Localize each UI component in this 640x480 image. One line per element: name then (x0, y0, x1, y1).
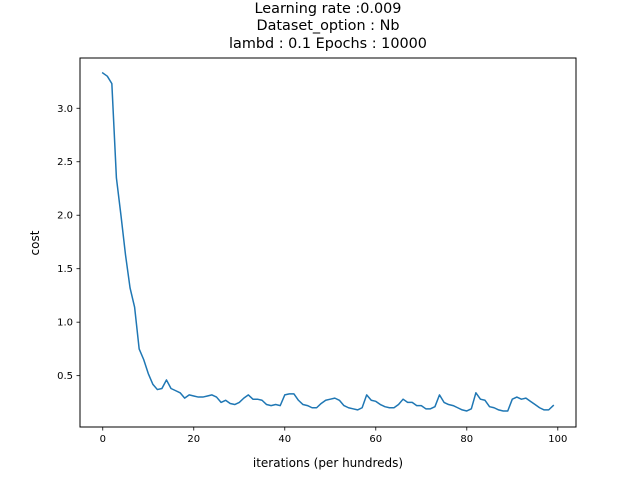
y-tick-label: 0.5 (57, 371, 73, 382)
y-axis: 0.5 1.0 1.5 2.0 2.5 3.0 (57, 104, 80, 382)
y-tick-label: 1.5 (57, 264, 73, 275)
x-tick-label: 80 (460, 434, 473, 445)
x-tick-label: 20 (187, 434, 200, 445)
title-line-2: Dataset_option : Nb (257, 18, 400, 34)
cost-series-line (101, 71, 555, 412)
x-axis: 0 20 40 60 80 100 (100, 427, 567, 445)
y-axis-label: cost (28, 230, 42, 255)
y-tick-label: 3.0 (57, 104, 73, 115)
plot-layer (101, 71, 555, 412)
y-tick-label: 1.0 (57, 318, 73, 329)
plot-frame (79, 57, 577, 428)
x-tick-label: 100 (548, 434, 567, 445)
x-tick-label: 0 (100, 434, 106, 445)
title-line-1: Learning rate :0.009 (255, 1, 402, 17)
x-axis-label: iterations (per hundreds) (253, 456, 403, 470)
x-tick-label: 60 (369, 434, 382, 445)
y-tick-label: 2.5 (57, 157, 73, 168)
y-tick-label: 2.0 (57, 211, 73, 222)
chart-title: Learning rate :0.009 Dataset_option : Nb… (229, 1, 427, 52)
title-line-3: lambd : 0.1 Epochs : 10000 (229, 36, 427, 52)
x-tick-label: 40 (278, 434, 291, 445)
